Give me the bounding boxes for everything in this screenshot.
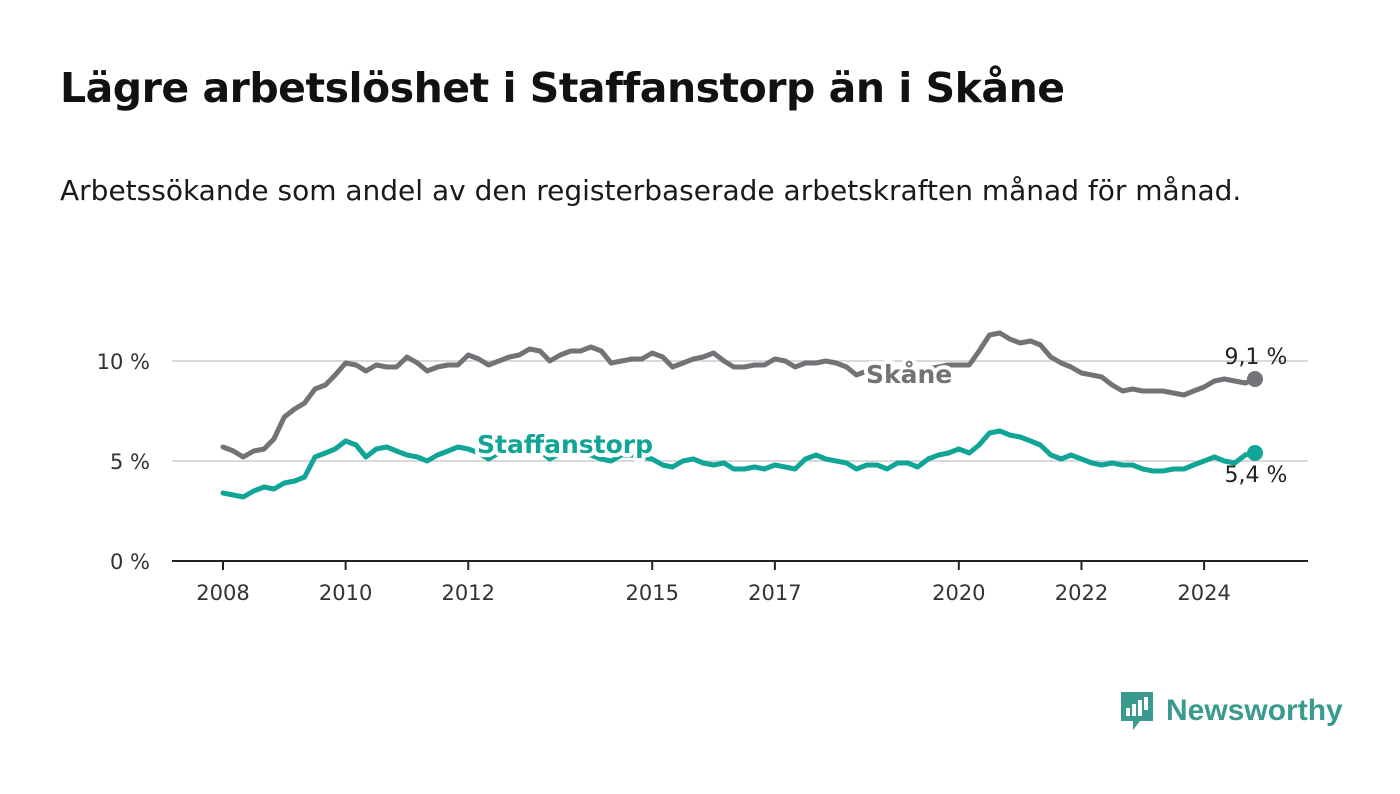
chart-title: Lägre arbetslöshet i Staffanstorp än i S… (60, 64, 1065, 112)
staffanstorp-end-label: 5,4 % (1225, 463, 1288, 488)
x-tick-label: 2024 (1177, 581, 1230, 605)
x-tick-label: 2008 (196, 581, 249, 605)
newsworthy-logo-icon (1121, 692, 1153, 730)
chart-subtitle: Arbetssökande som andel av den registerb… (60, 174, 1242, 207)
skane-label: Skåne (866, 360, 952, 389)
x-tick-label: 2010 (319, 581, 372, 605)
skane-end-point (1247, 371, 1263, 387)
x-tick-label: 2015 (626, 581, 679, 605)
staffanstorp-label-halo: Staffanstorp (477, 430, 653, 459)
y-tick-label: 0 % (110, 550, 150, 574)
staffanstorp-line (220, 428, 1258, 500)
x-tick-label: 2012 (442, 581, 495, 605)
staffanstorp-label: Staffanstorp (477, 430, 653, 459)
skane-line (220, 330, 1258, 460)
x-tick-label: 2017 (748, 581, 801, 605)
brand-name: Newsworthy (1166, 694, 1343, 727)
skane-label-halo: Skåne (866, 360, 952, 389)
y-tick-label: 5 % (110, 450, 150, 474)
staffanstorp-end-point (1247, 445, 1263, 461)
brand-logo: Newsworthy (1118, 690, 1343, 732)
y-tick-label: 10 % (97, 350, 150, 374)
x-tick-label: 2022 (1055, 581, 1108, 605)
skane-end-label: 9,1 % (1225, 345, 1288, 370)
x-tick-label: 2020 (932, 581, 985, 605)
